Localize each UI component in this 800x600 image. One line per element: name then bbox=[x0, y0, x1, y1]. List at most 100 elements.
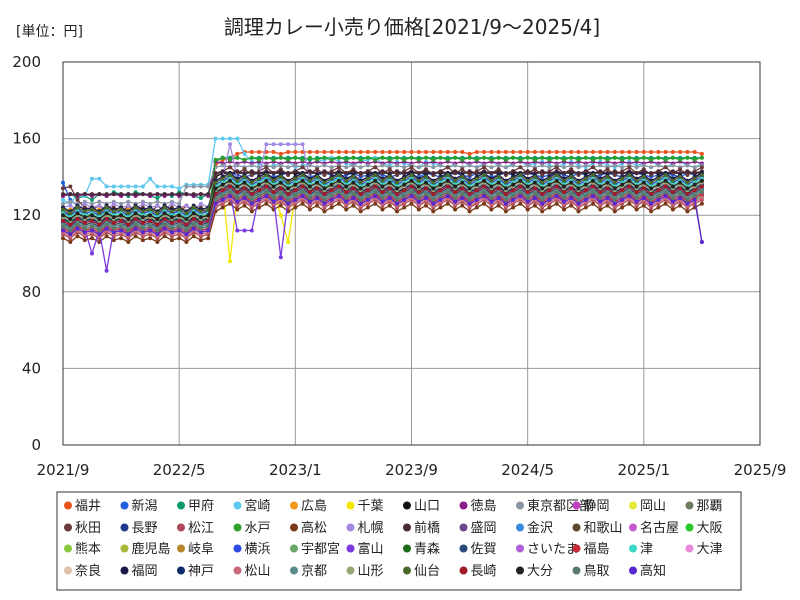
data-point bbox=[460, 196, 465, 200]
data-point bbox=[278, 180, 283, 185]
data-point bbox=[358, 165, 363, 170]
data-point bbox=[184, 217, 189, 221]
data-point bbox=[634, 157, 639, 162]
data-point bbox=[685, 192, 690, 197]
data-point bbox=[380, 178, 385, 183]
data-point bbox=[344, 150, 349, 154]
legend-item: 松江 bbox=[177, 521, 214, 536]
legend-marker bbox=[233, 566, 242, 575]
legend-item: 岐阜 bbox=[177, 541, 214, 557]
data-point bbox=[61, 201, 65, 206]
data-point bbox=[460, 186, 465, 191]
data-point bbox=[104, 192, 109, 197]
data-point bbox=[97, 176, 102, 181]
data-point bbox=[649, 180, 654, 185]
data-point bbox=[198, 184, 203, 189]
data-point bbox=[387, 150, 392, 154]
legend-label: 水戸 bbox=[245, 521, 271, 536]
data-point bbox=[90, 201, 94, 206]
data-point bbox=[278, 213, 283, 218]
legend-item: 奈良 bbox=[64, 563, 101, 579]
data-point bbox=[605, 150, 610, 154]
data-point bbox=[453, 155, 458, 160]
data-point bbox=[467, 163, 472, 168]
data-point bbox=[286, 150, 291, 154]
data-point bbox=[140, 230, 145, 235]
data-point bbox=[169, 192, 174, 197]
data-point bbox=[562, 199, 566, 204]
data-point bbox=[685, 155, 690, 160]
data-point bbox=[416, 207, 421, 212]
data-point bbox=[198, 215, 203, 220]
data-point bbox=[68, 192, 73, 197]
data-point bbox=[503, 192, 508, 197]
data-point bbox=[336, 184, 341, 189]
legend-label: 高松 bbox=[301, 520, 327, 536]
data-point bbox=[90, 213, 94, 218]
data-point bbox=[293, 155, 298, 160]
data-point bbox=[591, 190, 595, 195]
data-point bbox=[169, 215, 174, 220]
legend-label: 金沢 bbox=[527, 520, 553, 536]
legend-label: 宇都宮 bbox=[301, 541, 340, 557]
data-point bbox=[496, 180, 501, 185]
data-point bbox=[162, 205, 167, 210]
data-point bbox=[315, 186, 320, 191]
data-point bbox=[562, 171, 566, 176]
data-point bbox=[685, 201, 690, 206]
data-point bbox=[482, 184, 487, 189]
data-point bbox=[612, 150, 617, 154]
data-point bbox=[460, 157, 465, 162]
data-point bbox=[540, 201, 545, 206]
data-point bbox=[82, 215, 87, 220]
data-point bbox=[97, 203, 102, 208]
data-point bbox=[257, 205, 261, 210]
data-point bbox=[373, 194, 378, 198]
legend-item: 静岡 bbox=[572, 499, 610, 514]
legend-item: 仙台 bbox=[403, 564, 440, 579]
data-point bbox=[315, 192, 320, 197]
data-point bbox=[518, 157, 523, 162]
data-point bbox=[598, 169, 603, 174]
legend-item: 金沢 bbox=[516, 520, 553, 536]
data-point bbox=[140, 192, 145, 197]
data-point bbox=[438, 169, 443, 174]
series-長崎 bbox=[61, 184, 704, 227]
data-point bbox=[169, 226, 174, 231]
data-point bbox=[482, 150, 487, 154]
data-point bbox=[474, 171, 479, 176]
data-point bbox=[467, 192, 472, 197]
data-point bbox=[307, 184, 312, 189]
data-point bbox=[169, 220, 174, 225]
data-point bbox=[569, 192, 574, 197]
legend-item: 前橋 bbox=[403, 520, 440, 536]
data-point bbox=[489, 157, 494, 162]
data-point bbox=[249, 169, 254, 174]
legend-item: 津 bbox=[629, 542, 653, 557]
data-point bbox=[562, 150, 566, 154]
data-point bbox=[620, 176, 625, 181]
data-point bbox=[554, 190, 559, 195]
legend-label: 福岡 bbox=[132, 564, 158, 579]
data-point bbox=[119, 207, 124, 212]
legend-item: 富山 bbox=[346, 541, 384, 557]
data-point bbox=[235, 151, 240, 156]
legend-label: 甲府 bbox=[188, 499, 214, 514]
data-point bbox=[402, 171, 407, 176]
data-point bbox=[620, 188, 625, 193]
data-point bbox=[336, 155, 341, 160]
data-point bbox=[213, 201, 218, 206]
data-point bbox=[228, 136, 232, 141]
data-point bbox=[213, 157, 218, 162]
data-point bbox=[336, 190, 341, 195]
data-point bbox=[612, 163, 617, 168]
data-point bbox=[641, 186, 646, 191]
data-point bbox=[271, 196, 276, 200]
data-point bbox=[489, 171, 494, 176]
data-point bbox=[155, 232, 160, 237]
data-point bbox=[685, 169, 690, 174]
data-point bbox=[169, 230, 174, 235]
legend-label: 佐賀 bbox=[471, 542, 497, 557]
data-point bbox=[271, 171, 276, 176]
data-point bbox=[547, 171, 552, 176]
